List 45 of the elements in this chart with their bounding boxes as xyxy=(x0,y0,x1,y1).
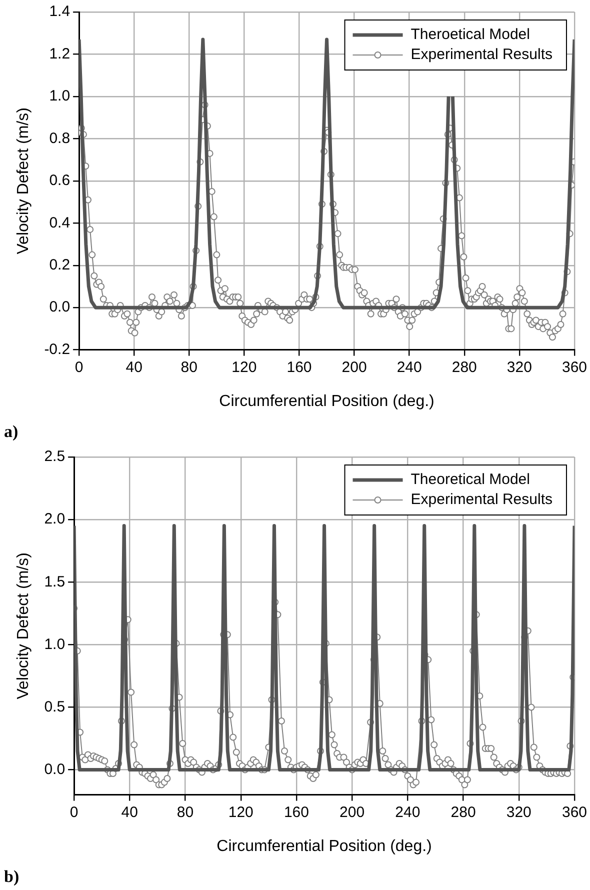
x-axis-title: Circumferential Position (deg.) xyxy=(219,392,434,410)
x-axis-title: Circumferential Position (deg.) xyxy=(216,838,432,855)
y-tick-label: 0.5 xyxy=(44,698,66,716)
x-tick-label: 240 xyxy=(396,358,422,376)
y-tick-label: 0.0 xyxy=(49,298,70,316)
legend-label: Experimental Results xyxy=(410,491,552,508)
y-tick-label: 1.4 xyxy=(49,3,70,20)
x-tick-label: 240 xyxy=(395,804,420,821)
y-tick-label: 1.0 xyxy=(44,636,66,653)
x-tick-label: 80 xyxy=(180,358,198,376)
x-tick-label: 40 xyxy=(126,358,142,376)
y-tick-label: 0.2 xyxy=(49,256,70,274)
y-tick-label: 1.0 xyxy=(49,88,70,105)
y-tick-label: 0.4 xyxy=(49,214,70,232)
x-tick-label: 120 xyxy=(232,358,257,376)
y-axis-title: Velocity Defect (m/s) xyxy=(15,108,32,254)
x-tick-label: 0 xyxy=(74,358,84,376)
x-tick-label: 280 xyxy=(452,358,477,376)
x-tick-label: 160 xyxy=(286,358,312,376)
x-tick-label: 120 xyxy=(228,804,254,821)
legend-label: Theroetical Model xyxy=(410,26,530,44)
x-tick-label: 280 xyxy=(450,804,476,821)
x-tick-label: 160 xyxy=(284,804,309,821)
x-tick-label: 40 xyxy=(121,804,138,821)
text: a) xyxy=(4,422,18,441)
y-tick-label: 0.0 xyxy=(44,760,66,778)
x-tick-label: 320 xyxy=(506,804,532,821)
y-tick-label: 2.5 xyxy=(44,448,66,466)
y-axis-title: Velocity Defect (m/s) xyxy=(15,552,32,700)
y-tick-label: 0.6 xyxy=(49,172,70,190)
legend-label: Experimental Results xyxy=(410,46,552,64)
x-tick-label: 360 xyxy=(562,804,587,821)
y-tick-label: 0.8 xyxy=(49,130,70,147)
text: b) xyxy=(4,867,20,886)
y-tick-label: 1.2 xyxy=(49,45,70,62)
x-tick-label: 320 xyxy=(506,358,532,376)
x-tick-label: 200 xyxy=(340,804,365,821)
x-tick-label: 200 xyxy=(342,358,367,376)
legend-label: Theoretical Model xyxy=(410,471,530,488)
y-tick-label: -0.2 xyxy=(44,340,70,358)
x-tick-label: 0 xyxy=(70,804,78,821)
y-tick-label: 1.5 xyxy=(44,573,66,590)
y-tick-label: 2.0 xyxy=(44,510,66,528)
x-tick-label: 360 xyxy=(562,358,587,376)
x-tick-label: 80 xyxy=(176,804,194,821)
